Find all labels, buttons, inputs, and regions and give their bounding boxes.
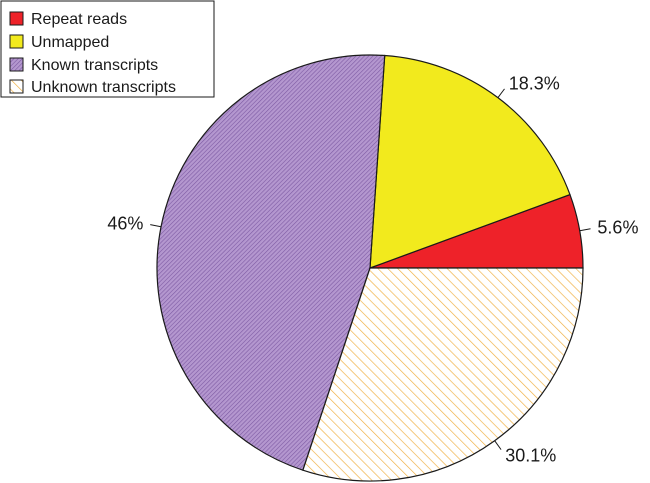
label-unknown-transcripts: 30.1% bbox=[505, 445, 556, 465]
legend-item-unknown-transcripts: Unknown transcripts bbox=[9, 79, 176, 96]
legend-label-unknown-transcripts: Unknown transcripts bbox=[31, 79, 176, 96]
slice-unknown-transcripts bbox=[302, 267, 584, 482]
tick-unknown-transcripts bbox=[494, 440, 502, 450]
label-unmapped: 18.3% bbox=[509, 73, 560, 93]
legend-swatch-repeat-reads bbox=[9, 11, 24, 26]
label-repeat-reads: 5.6% bbox=[597, 218, 638, 238]
pie-slices bbox=[156, 54, 584, 482]
tick-known-transcripts bbox=[150, 224, 162, 228]
slice-labels: 5.6% 18.3% 46% 30.1% bbox=[107, 73, 638, 465]
label-ticks bbox=[150, 88, 591, 450]
legend: Repeat reads Unmapped Known transcripts … bbox=[0, 0, 215, 98]
legend-swatch-unmapped bbox=[9, 34, 24, 49]
label-known-transcripts: 46% bbox=[107, 213, 143, 233]
legend-item-unmapped: Unmapped bbox=[9, 34, 109, 51]
legend-label-known-transcripts: Known transcripts bbox=[31, 57, 158, 74]
legend-label-unmapped: Unmapped bbox=[31, 34, 109, 51]
legend-box bbox=[0, 0, 215, 98]
legend-item-known-transcripts: Known transcripts bbox=[9, 57, 158, 74]
legend-item-repeat-reads: Repeat reads bbox=[9, 11, 127, 28]
slice-unmapped bbox=[369, 54, 571, 269]
legend-swatch-known-transcripts bbox=[9, 57, 24, 72]
legend-label-repeat-reads: Repeat reads bbox=[31, 11, 127, 28]
slice-known-transcripts bbox=[156, 54, 386, 471]
tick-unmapped bbox=[497, 88, 505, 98]
legend-swatch-unknown-transcripts bbox=[9, 79, 24, 94]
tick-repeat-reads bbox=[579, 228, 591, 232]
